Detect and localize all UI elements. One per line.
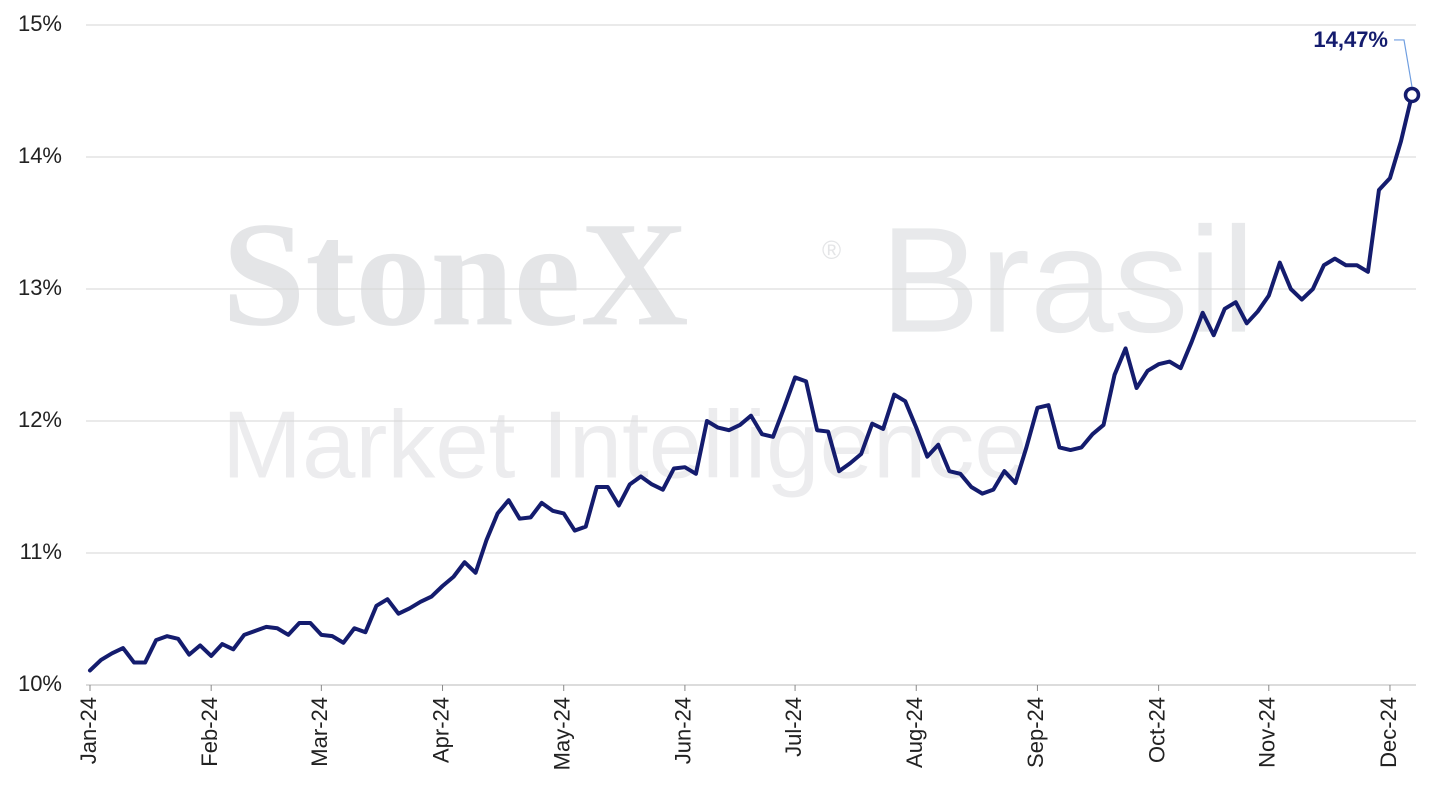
y-tick-label: 14% (18, 143, 62, 168)
watermark-mark: ® (822, 235, 841, 265)
watermark-brand: StoneX (222, 191, 689, 357)
x-tick-label: Apr-24 (428, 697, 453, 763)
y-tick-label: 11% (20, 539, 62, 564)
x-tick-label: Jan-24 (76, 697, 101, 764)
y-tick-label: 13% (18, 275, 62, 300)
watermark: StoneX ® Brasil Market Intelligence (222, 191, 1255, 498)
y-tick-label: 10% (18, 671, 62, 696)
end-marker (1403, 86, 1421, 104)
y-tick-label: 15% (18, 11, 62, 36)
x-tick-label: Dec-24 (1376, 697, 1401, 768)
x-tick-label: Feb-24 (197, 697, 222, 767)
x-tick-label: Oct-24 (1144, 697, 1169, 763)
x-tick-label: Sep-24 (1023, 697, 1048, 768)
line-series (88, 92, 1414, 673)
x-tick-label: Aug-24 (902, 697, 927, 768)
y-tick-label: 12% (18, 407, 62, 432)
watermark-tagline: Market Intelligence (222, 391, 1028, 498)
x-tick-label: Jul-24 (781, 697, 806, 757)
x-tick-label: May-24 (550, 697, 575, 770)
watermark-region: Brasil (880, 196, 1255, 364)
value-label: 14,47% (1313, 27, 1388, 52)
x-tick-label: Mar-24 (307, 697, 332, 767)
x-tick-label: Jun-24 (671, 697, 696, 764)
x-tick-label: Nov-24 (1255, 697, 1280, 768)
leader-line (1394, 39, 1413, 88)
